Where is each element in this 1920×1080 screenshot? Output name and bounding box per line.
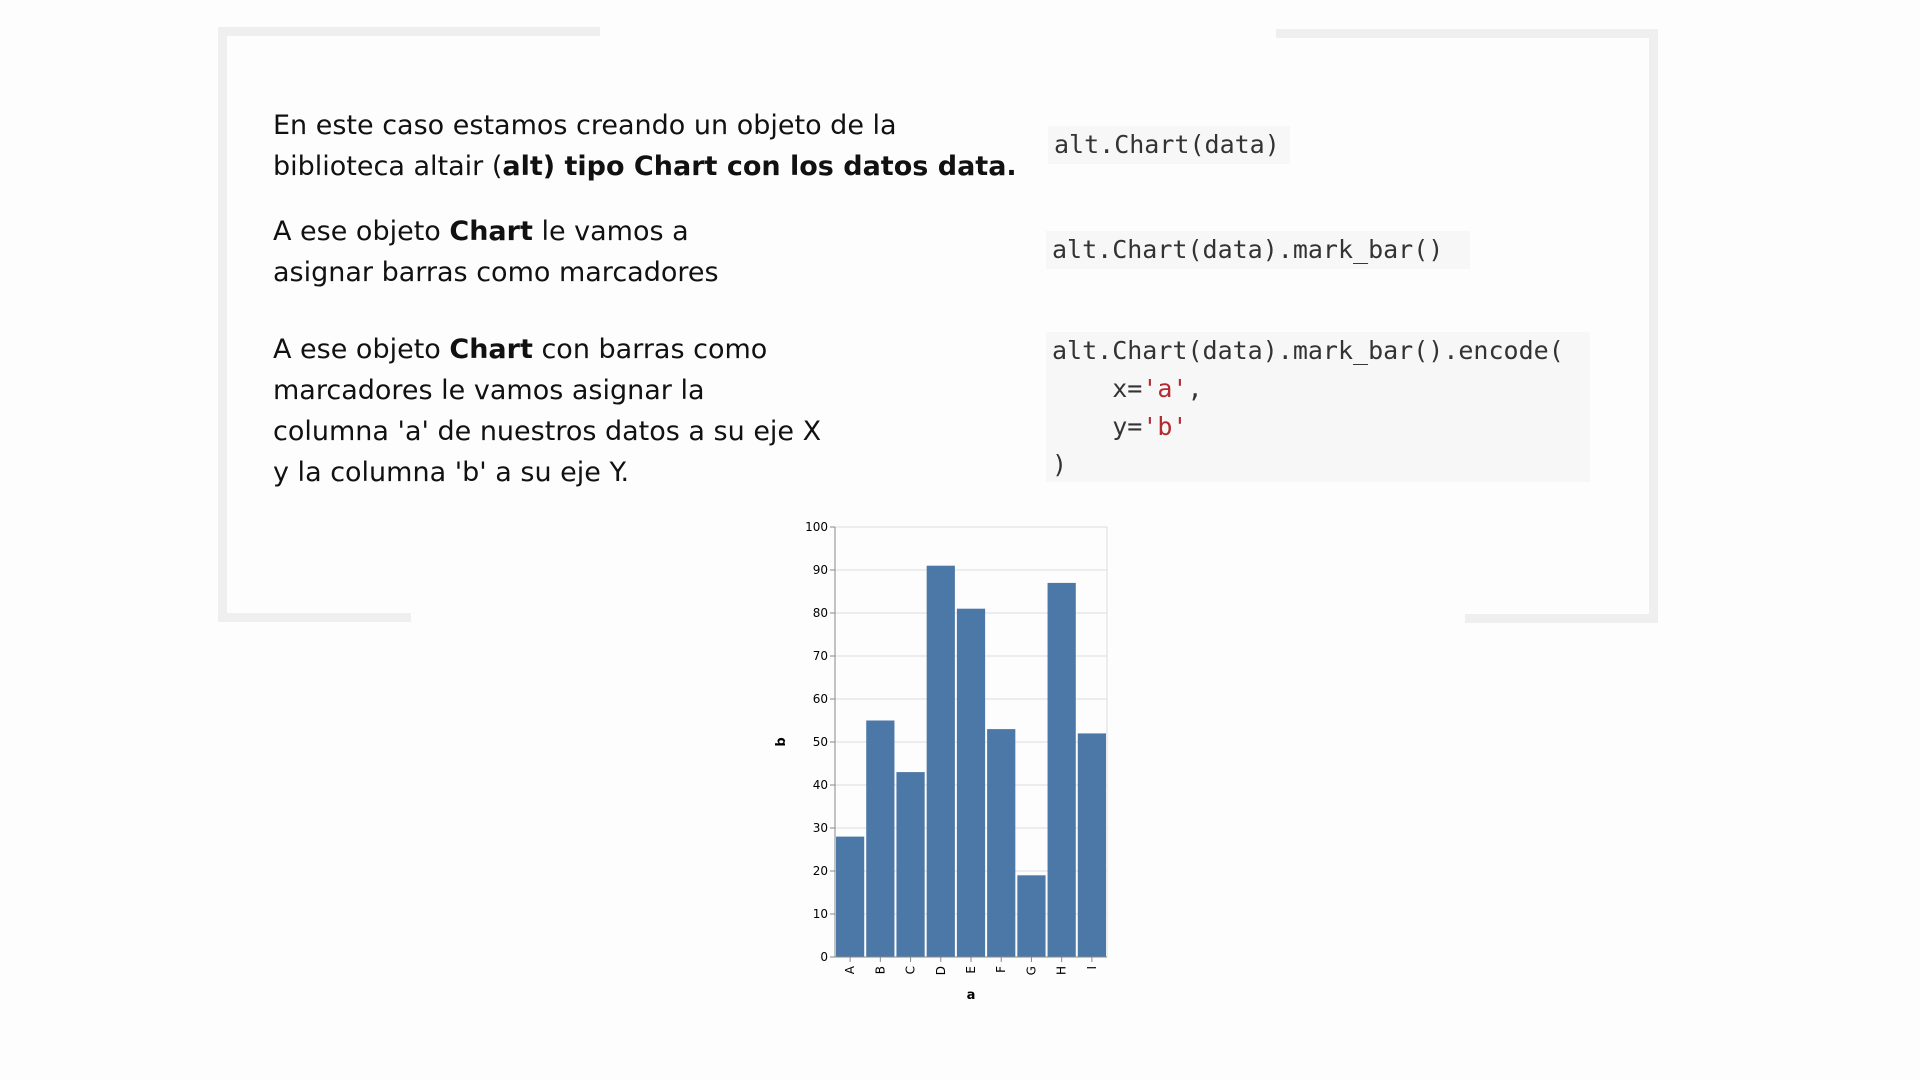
y-tick-label: 20 xyxy=(813,864,828,878)
code-line: alt.Chart(data).mark_bar().encode( xyxy=(1052,336,1564,365)
frame-bottom-left xyxy=(218,613,411,622)
x-tick-label: F xyxy=(994,966,1008,973)
code-x-key: x= xyxy=(1052,374,1143,403)
paragraph-line: asignar barras como marcadores xyxy=(273,257,719,288)
bar xyxy=(956,608,986,957)
x-tick-label: H xyxy=(1055,966,1069,975)
y-tick-label: 90 xyxy=(813,563,828,577)
paragraph-text: con barras como xyxy=(532,334,768,365)
y-tick-label: 40 xyxy=(813,778,828,792)
frame-left xyxy=(218,27,227,622)
y-tick-label: 0 xyxy=(820,950,828,964)
paragraph-line: y la columna 'b' a su eje Y. xyxy=(273,457,630,488)
y-tick-label: 30 xyxy=(813,821,828,835)
x-tick-label: E xyxy=(964,966,978,974)
bar xyxy=(987,729,1016,957)
frame-bottom-right xyxy=(1465,614,1658,623)
code-string-a: 'a' xyxy=(1142,374,1188,403)
y-tick-label: 10 xyxy=(813,907,828,921)
paragraph-bold-text: alt) tipo Chart con los datos data. xyxy=(502,151,1017,182)
code-close-paren: ) xyxy=(1052,450,1068,479)
x-tick-label: C xyxy=(904,966,918,974)
y-tick-label: 80 xyxy=(813,606,828,620)
bar xyxy=(1017,875,1046,957)
bar xyxy=(1077,733,1106,957)
x-tick-label: A xyxy=(843,965,857,974)
frame-top-left xyxy=(218,27,600,36)
x-tick-label: D xyxy=(934,966,948,975)
bar xyxy=(836,836,865,957)
y-tick-label: 50 xyxy=(813,735,828,749)
paragraph-line: marcadores le vamos asignar la xyxy=(273,375,705,406)
bar xyxy=(896,772,925,957)
paragraph-mark-bar: A ese objeto Chart le vamos a asignar ba… xyxy=(273,211,719,293)
code-line: alt.Chart(data) xyxy=(1054,130,1280,159)
x-tick-label: B xyxy=(873,966,887,974)
x-tick-label: G xyxy=(1024,966,1038,975)
bar-chart: 0 10 20 30 40 50 60 70 80 90 100 A B C D E F G H Ia b xyxy=(774,520,1108,1003)
y-axis-title: b xyxy=(774,737,789,746)
code-snippet-chart: alt.Chart(data) xyxy=(1048,126,1290,164)
paragraph-line: biblioteca altair ( xyxy=(273,151,503,182)
x-axis-title: a xyxy=(967,988,976,1003)
code-snippet-encode: alt.Chart(data).mark_bar().encode( x='a'… xyxy=(1046,332,1590,482)
paragraph-line: columna 'a' de nuestros datos a su eje X xyxy=(273,416,822,447)
bar xyxy=(866,720,895,957)
bar xyxy=(1047,582,1076,957)
paragraph-bold-text: Chart xyxy=(449,334,533,365)
y-tick-label: 100 xyxy=(805,520,828,534)
paragraph-chart-object: En este caso estamos creando un objeto d… xyxy=(273,105,1017,187)
y-tick-label: 70 xyxy=(813,649,828,663)
code-comma: , xyxy=(1187,374,1203,403)
frame-top-right xyxy=(1276,29,1658,38)
code-string-b: 'b' xyxy=(1142,412,1188,441)
code-y-key: y= xyxy=(1052,412,1143,441)
paragraph-text: A ese objeto xyxy=(273,334,450,365)
bar xyxy=(926,565,955,957)
paragraph-line: En este caso estamos creando un objeto d… xyxy=(273,110,897,141)
paragraph-encode: A ese objeto Chart con barras como marca… xyxy=(273,329,821,493)
paragraph-text: le vamos a xyxy=(532,216,689,247)
code-snippet-mark-bar: alt.Chart(data).mark_bar() xyxy=(1046,231,1470,269)
code-line: alt.Chart(data).mark_bar() xyxy=(1052,235,1444,264)
paragraph-bold-text: Chart xyxy=(449,216,533,247)
x-tick-label: I xyxy=(1085,966,1099,970)
paragraph-text: A ese objeto xyxy=(273,216,450,247)
y-tick-label: 60 xyxy=(813,692,828,706)
frame-right xyxy=(1649,29,1658,623)
